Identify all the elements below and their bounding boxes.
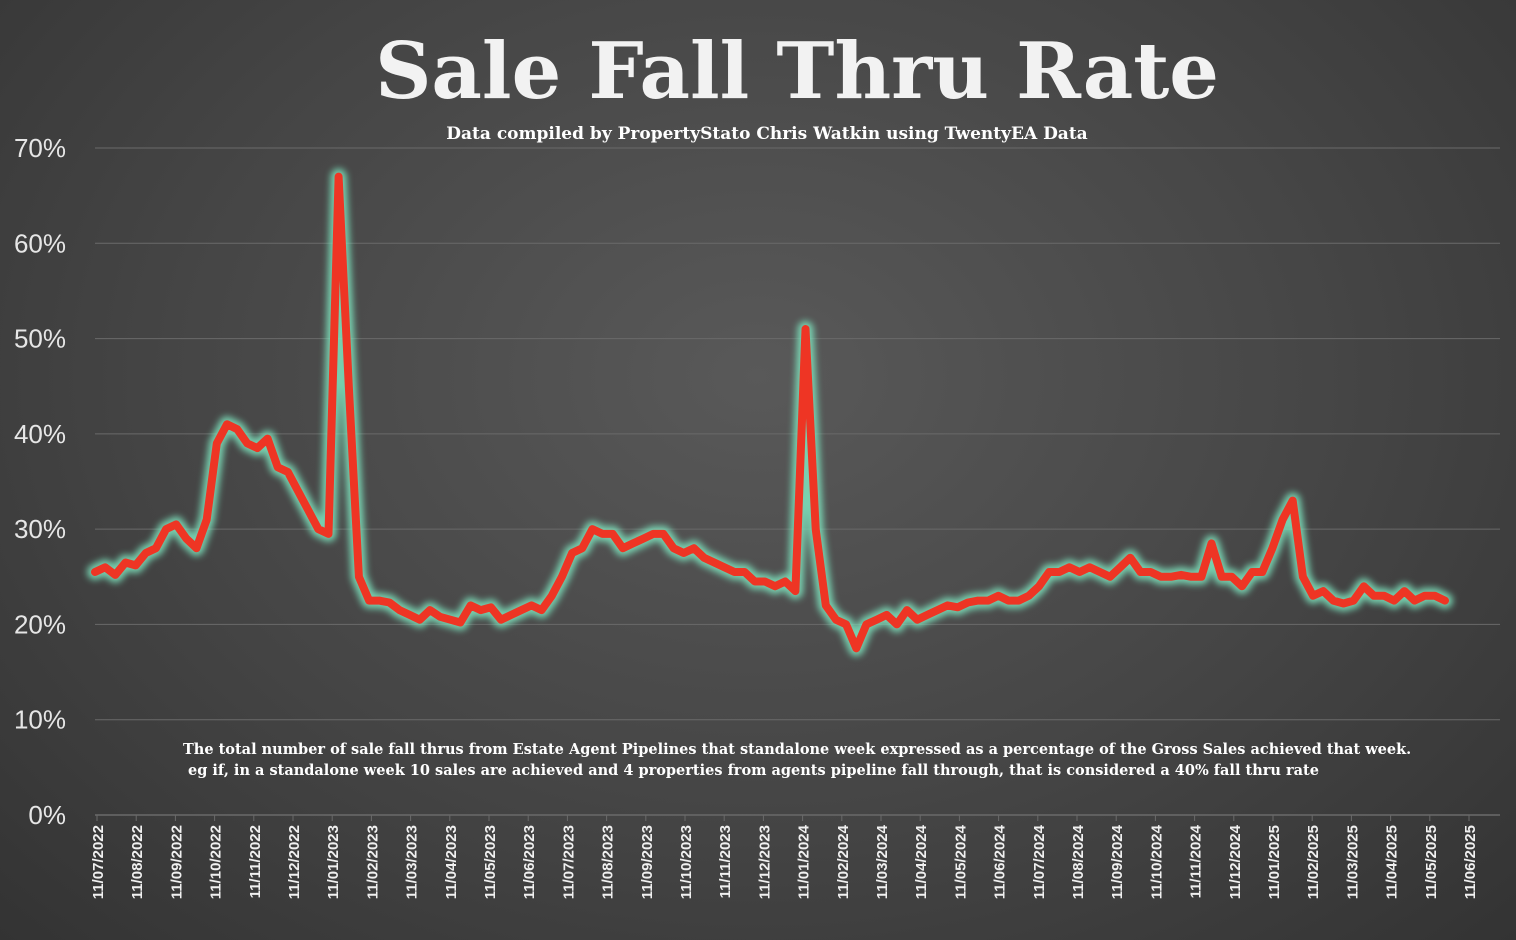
y-tick-label: 40%: [14, 419, 66, 449]
x-tick-label: 11/01/2025: [1266, 825, 1283, 899]
x-tick-label: 11/09/2023: [639, 825, 656, 899]
annotation-line-2: eg if, in a standalone week 10 sales are…: [188, 762, 1319, 779]
x-tick-label: 11/12/2022: [286, 825, 303, 899]
x-tick-label: 11/04/2025: [1384, 825, 1401, 899]
series-line: [91, 172, 1449, 653]
x-tick-label: 11/08/2024: [1070, 824, 1087, 899]
y-tick-label: 30%: [14, 514, 66, 544]
x-tick-label: 11/02/2025: [1305, 825, 1322, 899]
y-tick-label: 60%: [14, 228, 66, 258]
x-tick-label: 11/07/2024: [1031, 824, 1048, 899]
x-tick-label: 11/06/2025: [1462, 825, 1479, 899]
x-tick-label: 11/03/2024: [874, 824, 891, 899]
x-tick-label: 11/12/2024: [1227, 824, 1244, 899]
x-tick-label: 11/05/2024: [952, 824, 969, 899]
y-tick-label: 0%: [28, 800, 66, 830]
series-layer: [87, 168, 1453, 657]
x-tick-label: 11/03/2023: [404, 825, 421, 899]
x-tick-label: 11/05/2025: [1423, 825, 1440, 899]
x-tick-label: 11/10/2024: [1148, 824, 1165, 899]
x-tick-label: 11/09/2024: [1109, 824, 1126, 899]
y-tick-label: 20%: [14, 609, 66, 639]
x-tick-label: 11/12/2023: [756, 825, 773, 899]
x-tick-label: 11/05/2023: [482, 825, 499, 899]
x-tick-label: 11/09/2022: [168, 825, 185, 899]
y-tick-label: 70%: [14, 133, 66, 163]
x-tick-label: 11/03/2025: [1344, 825, 1361, 899]
annotation-line-1: The total number of sale fall thrus from…: [183, 741, 1411, 758]
x-tick-label: 11/06/2024: [992, 824, 1009, 899]
x-tick-label: 11/07/2023: [560, 825, 577, 899]
x-tick-label: 11/10/2022: [208, 825, 225, 899]
x-tick-label: 11/06/2023: [521, 825, 538, 899]
x-tick-label: 11/10/2023: [678, 825, 695, 899]
x-tick-label: 11/11/2024: [1188, 824, 1205, 898]
x-tick-label: 11/01/2024: [796, 824, 813, 899]
x-tick-label: 11/04/2023: [443, 825, 460, 899]
x-tick-label: 11/11/2022: [247, 825, 264, 898]
x-tick-label: 11/02/2023: [364, 825, 381, 899]
series-line-glow: [87, 168, 1453, 657]
y-axis-ticks: 0% 10% 20% 30% 40% 50% 60% 70%: [14, 133, 66, 830]
x-tick-label: 11/04/2024: [913, 824, 930, 899]
chart-title: Sale Fall Thru Rate: [375, 26, 1219, 117]
x-axis-ticks: 11/07/2022 11/08/2022 11/09/2022 11/10/2022…: [90, 815, 1479, 899]
x-tick-label: 11/01/2023: [325, 825, 342, 899]
x-tick-label: 11/11/2023: [717, 825, 734, 898]
chart-subtitle: Data compiled by PropertyStato Chris Wat…: [446, 124, 1087, 144]
y-tick-label: 10%: [14, 705, 66, 735]
x-tick-label: 11/02/2024: [835, 824, 852, 899]
x-tick-label: 11/08/2022: [129, 825, 146, 899]
x-tick-label: 11/08/2023: [600, 825, 617, 899]
y-tick-label: 50%: [14, 324, 66, 354]
x-tick-label: 11/07/2022: [90, 825, 107, 899]
